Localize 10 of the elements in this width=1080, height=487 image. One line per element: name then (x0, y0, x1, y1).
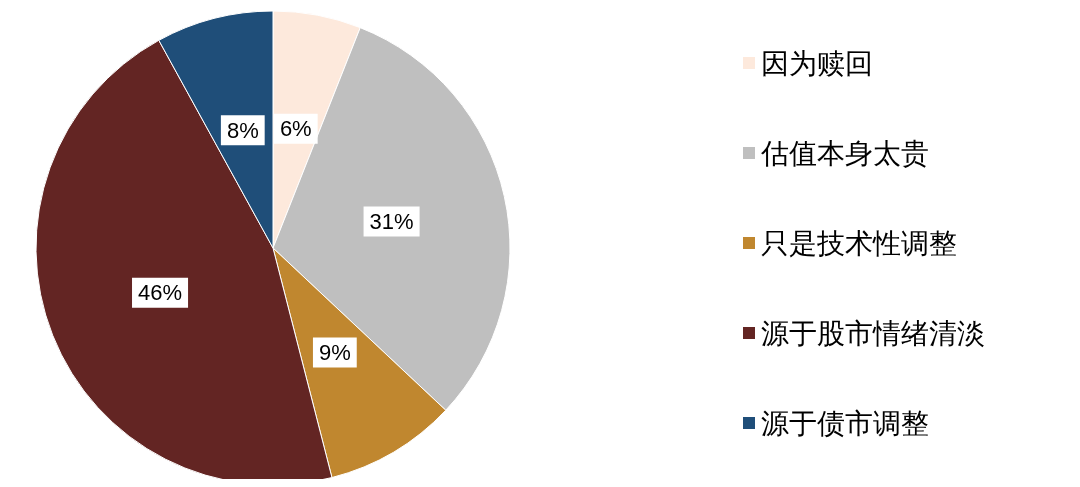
legend-label: 源于债市调整 (761, 406, 929, 440)
data-label: 46% (138, 280, 183, 306)
legend-label: 只是技术性调整 (761, 226, 957, 260)
legend-label: 源于股市情绪清淡 (761, 316, 985, 350)
legend-label: 因为赎回 (761, 46, 873, 80)
legend-label: 估值本身太贵 (760, 136, 929, 170)
data-label: 31% (369, 209, 414, 234)
data-label: 9% (318, 340, 351, 366)
data-label: 6% (279, 116, 312, 142)
data-label: 8% (226, 117, 259, 143)
